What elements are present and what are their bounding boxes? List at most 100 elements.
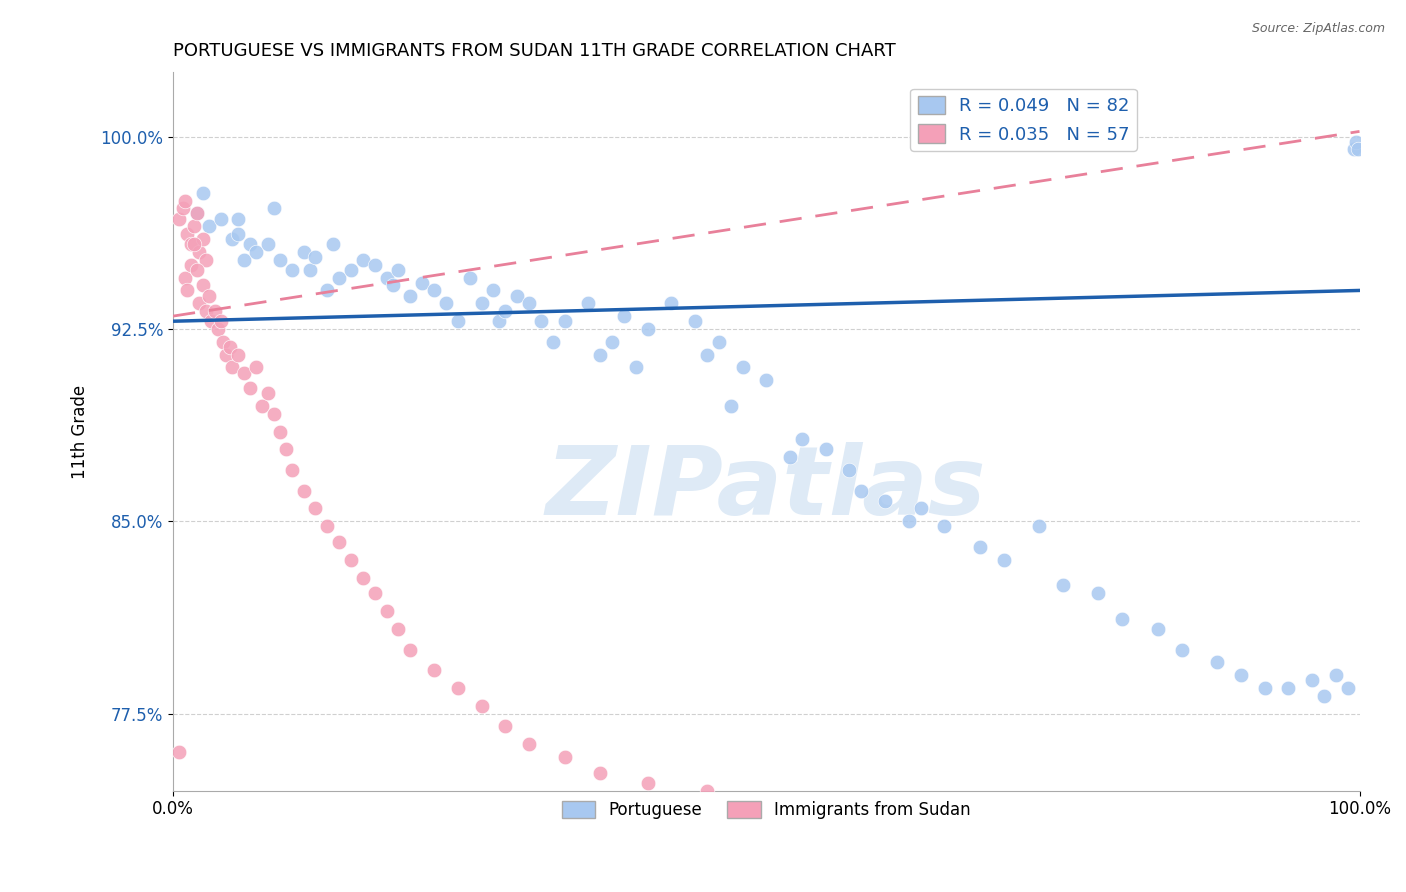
Point	[298, 263, 321, 277]
Legend: Portuguese, Immigrants from Sudan: Portuguese, Immigrants from Sudan	[555, 794, 977, 825]
Point	[731, 360, 754, 375]
Point	[209, 211, 232, 226]
Point	[188, 244, 211, 259]
Point	[340, 553, 363, 567]
Point	[316, 519, 339, 533]
Point	[530, 314, 553, 328]
Point	[172, 202, 194, 216]
Point	[174, 270, 197, 285]
Point	[423, 284, 446, 298]
Point	[1343, 142, 1365, 156]
Point	[1170, 642, 1192, 657]
Point	[200, 314, 222, 328]
Point	[387, 263, 409, 277]
Point	[696, 347, 718, 361]
Point	[447, 681, 470, 695]
Point	[375, 604, 398, 618]
Point	[233, 252, 256, 267]
Point	[399, 288, 422, 302]
Point	[1313, 689, 1336, 703]
Point	[720, 399, 742, 413]
Point	[482, 284, 505, 298]
Point	[434, 296, 457, 310]
Point	[328, 270, 350, 285]
Point	[387, 622, 409, 636]
Point	[851, 483, 873, 498]
Point	[186, 206, 208, 220]
Point	[219, 340, 242, 354]
Point	[696, 783, 718, 797]
Point	[257, 386, 280, 401]
Point	[707, 334, 730, 349]
Point	[1087, 586, 1109, 600]
Point	[176, 284, 198, 298]
Point	[779, 450, 801, 465]
Point	[197, 219, 219, 234]
Point	[207, 322, 229, 336]
Point	[204, 304, 226, 318]
Point	[263, 407, 285, 421]
Point	[180, 237, 202, 252]
Point	[209, 314, 232, 328]
Point	[1028, 519, 1050, 533]
Point	[233, 366, 256, 380]
Point	[364, 586, 387, 600]
Point	[183, 237, 205, 252]
Point	[517, 738, 540, 752]
Point	[910, 501, 932, 516]
Point	[838, 463, 860, 477]
Point	[304, 250, 326, 264]
Point	[180, 258, 202, 272]
Point	[197, 288, 219, 302]
Point	[340, 263, 363, 277]
Point	[1230, 668, 1253, 682]
Point	[280, 263, 302, 277]
Point	[1336, 681, 1358, 695]
Point	[554, 314, 576, 328]
Point	[280, 463, 302, 477]
Point	[624, 360, 647, 375]
Point	[790, 432, 813, 446]
Point	[447, 314, 470, 328]
Point	[1324, 668, 1347, 682]
Point	[589, 765, 612, 780]
Point	[637, 776, 659, 790]
Point	[292, 483, 315, 498]
Point	[304, 501, 326, 516]
Point	[221, 232, 243, 246]
Point	[191, 186, 214, 200]
Point	[263, 202, 285, 216]
Point	[167, 745, 190, 759]
Point	[221, 360, 243, 375]
Point	[186, 263, 208, 277]
Point	[212, 334, 235, 349]
Point	[375, 270, 398, 285]
Point	[174, 194, 197, 208]
Point	[381, 278, 404, 293]
Point	[613, 309, 636, 323]
Point	[541, 334, 564, 349]
Point	[188, 296, 211, 310]
Point	[897, 514, 920, 528]
Point	[470, 698, 492, 713]
Point	[250, 399, 273, 413]
Point	[1253, 681, 1275, 695]
Point	[1111, 612, 1133, 626]
Point	[167, 211, 190, 226]
Point	[506, 288, 529, 302]
Point	[191, 278, 214, 293]
Point	[257, 237, 280, 252]
Point	[458, 270, 481, 285]
Point	[814, 442, 837, 457]
Point	[470, 296, 492, 310]
Point	[176, 227, 198, 241]
Point	[195, 304, 218, 318]
Y-axis label: 11th Grade: 11th Grade	[72, 384, 89, 479]
Point	[993, 553, 1015, 567]
Point	[1206, 656, 1229, 670]
Point	[228, 347, 250, 361]
Point	[1301, 673, 1323, 688]
Point	[269, 252, 291, 267]
Point	[589, 347, 612, 361]
Point	[215, 347, 238, 361]
